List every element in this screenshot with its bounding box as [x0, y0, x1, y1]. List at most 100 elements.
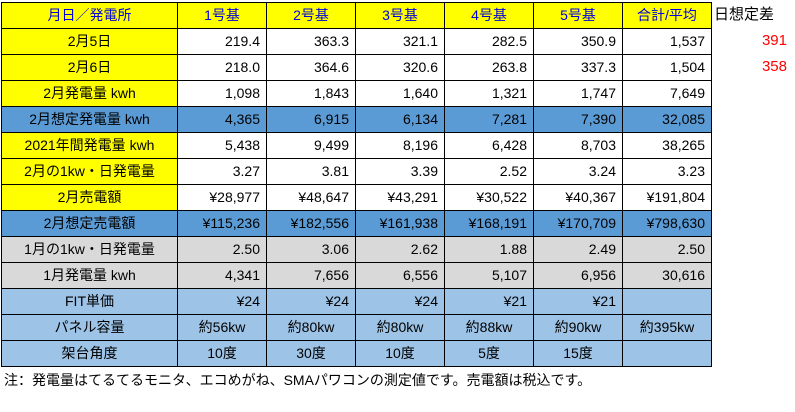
- data-cell: 約80kw: [355, 314, 445, 341]
- data-cell: ¥170,709: [533, 210, 623, 237]
- data-cell: 5,438: [177, 132, 267, 159]
- data-cell: 1,640: [355, 80, 445, 107]
- data-cell: 2.62: [355, 236, 445, 263]
- data-cell: 363.3: [266, 28, 356, 55]
- data-cell: 3.06: [266, 236, 356, 263]
- table-header: 月日／発電所 1号基 2号基 3号基 4号基 5号基 合計/平均: [1, 2, 712, 29]
- data-cell: 3.81: [266, 158, 356, 185]
- header-col-5: 5号基: [533, 2, 623, 29]
- row-label: 2月想定売電額: [1, 210, 178, 237]
- data-cell: ¥191,804: [622, 184, 712, 211]
- data-cell: ¥115,236: [177, 210, 267, 237]
- data-cell: 30度: [266, 340, 356, 367]
- data-cell: 7,656: [266, 262, 356, 289]
- data-cell: 364.6: [266, 54, 356, 81]
- data-cell: [622, 340, 712, 367]
- data-cell: ¥48,647: [266, 184, 356, 211]
- data-cell: 282.5: [444, 28, 534, 55]
- data-cell: ¥21: [533, 288, 623, 315]
- table-row: 2月6日 218.0 364.6 320.6 263.8 337.3 1,504: [1, 54, 712, 81]
- row-label: 2月5日: [1, 28, 178, 55]
- table-row: 2月5日 219.4 363.3 321.1 282.5 350.9 1,537: [1, 28, 712, 55]
- data-cell: 8,703: [533, 132, 623, 159]
- table-row: 2月の1kw・日発電量 3.27 3.81 3.39 2.52 3.24 3.23: [1, 158, 712, 185]
- data-cell: 7,649: [622, 80, 712, 107]
- data-cell: 9,499: [266, 132, 356, 159]
- row-label: パネル容量: [1, 314, 178, 341]
- row-label: 2021年間発電量 kwh: [1, 132, 178, 159]
- row-label: 2月想定発電量 kwh: [1, 106, 178, 133]
- table-row: 2月想定発電量 kwh 4,365 6,915 6,134 7,281 7,390 32,0…: [1, 106, 712, 133]
- header-col-2: 2号基: [266, 2, 356, 29]
- daily-diff-value: 391: [761, 32, 787, 49]
- data-cell: 6,134: [355, 106, 445, 133]
- data-cell: 10度: [355, 340, 445, 367]
- footnote: 注：発電量はてるてるモニタ、エコめがね、SMAパワコンの測定値です。売電額は税込…: [4, 372, 592, 388]
- header-col-4: 4号基: [444, 2, 534, 29]
- data-cell: 3.27: [177, 158, 267, 185]
- page: 月日／発電所 1号基 2号基 3号基 4号基 5号基 合計/平均 2月5日 219.4 363.…: [1, 2, 795, 388]
- data-cell: 1,537: [622, 28, 712, 55]
- data-cell: ¥24: [177, 288, 267, 315]
- row-label: 1月の1kw・日発電量: [1, 236, 178, 263]
- data-cell: 32,085: [622, 106, 712, 133]
- row-label: 架台角度: [1, 340, 178, 367]
- data-cell: ¥161,938: [355, 210, 445, 237]
- data-cell: 3.23: [622, 158, 712, 185]
- header-col-3: 3号基: [355, 2, 445, 29]
- daily-diff-panel: 日想定差 391 358: [712, 2, 795, 80]
- data-cell: 4,365: [177, 106, 267, 133]
- table-row: 1月の1kw・日発電量 2.50 3.06 2.62 1.88 2.49 2.50: [1, 236, 712, 263]
- data-cell: 7,390: [533, 106, 623, 133]
- daily-diff-value: 358: [761, 58, 787, 75]
- data-cell: 1,843: [266, 80, 356, 107]
- table-body: 2月5日 219.4 363.3 321.1 282.5 350.9 1,537 2月6日 21…: [1, 28, 712, 367]
- data-cell: 約395kw: [622, 314, 712, 341]
- data-cell: ¥24: [355, 288, 445, 315]
- row-label: 1月発電量 kwh: [1, 262, 178, 289]
- data-cell: ¥28,977: [177, 184, 267, 211]
- data-cell: 8,196: [355, 132, 445, 159]
- data-cell: 7,281: [444, 106, 534, 133]
- table-row: 2月発電量 kwh 1,098 1,843 1,640 1,321 1,747 7,649: [1, 80, 712, 107]
- data-cell: 320.6: [355, 54, 445, 81]
- data-cell: ¥43,291: [355, 184, 445, 211]
- table-row: 1月発電量 kwh 4,341 7,656 6,556 5,107 6,956 30,616: [1, 262, 712, 289]
- table-row: パネル容量 約56kw 約80kw 約80kw 約88kw 約90kw 約395kw: [1, 314, 712, 341]
- generation-table: 月日／発電所 1号基 2号基 3号基 4号基 5号基 合計/平均 2月5日 219.4 363.…: [1, 2, 712, 367]
- data-cell: 6,956: [533, 262, 623, 289]
- data-cell: 4,341: [177, 262, 267, 289]
- data-cell: ¥21: [444, 288, 534, 315]
- data-cell: 1.88: [444, 236, 534, 263]
- data-cell: 2.49: [533, 236, 623, 263]
- data-cell: 1,321: [444, 80, 534, 107]
- data-cell: 15度: [533, 340, 623, 367]
- data-cell: ¥798,630: [622, 210, 712, 237]
- data-cell: 約80kw: [266, 314, 356, 341]
- row-label: 2月発電量 kwh: [1, 80, 178, 107]
- table-row: FIT単価 ¥24 ¥24 ¥24 ¥21 ¥21: [1, 288, 712, 315]
- data-cell: 263.8: [444, 54, 534, 81]
- data-cell: 6,556: [355, 262, 445, 289]
- data-cell: 5度: [444, 340, 534, 367]
- data-cell: 2.52: [444, 158, 534, 185]
- table-row: 2月売電額 ¥28,977 ¥48,647 ¥43,291 ¥30,522 ¥40,367…: [1, 184, 712, 211]
- data-cell: ¥24: [266, 288, 356, 315]
- data-cell: 1,504: [622, 54, 712, 81]
- data-cell: 2.50: [177, 236, 267, 263]
- row-label: 2月売電額: [1, 184, 178, 211]
- data-cell: 350.9: [533, 28, 623, 55]
- header-row: 月日／発電所 1号基 2号基 3号基 4号基 5号基 合計/平均: [1, 2, 712, 29]
- data-cell: ¥168,191: [444, 210, 534, 237]
- data-cell: 3.24: [533, 158, 623, 185]
- data-cell: 30,616: [622, 262, 712, 289]
- data-cell: 約88kw: [444, 314, 534, 341]
- table-row: 2月想定売電額 ¥115,236 ¥182,556 ¥161,938 ¥168,191 ¥…: [1, 210, 712, 237]
- header-col-6: 合計/平均: [622, 2, 712, 29]
- header-col-1: 1号基: [177, 2, 267, 29]
- data-cell: 10度: [177, 340, 267, 367]
- data-cell: 3.39: [355, 158, 445, 185]
- data-cell: 1,098: [177, 80, 267, 107]
- row-label: 2月6日: [1, 54, 178, 81]
- data-cell: ¥30,522: [444, 184, 534, 211]
